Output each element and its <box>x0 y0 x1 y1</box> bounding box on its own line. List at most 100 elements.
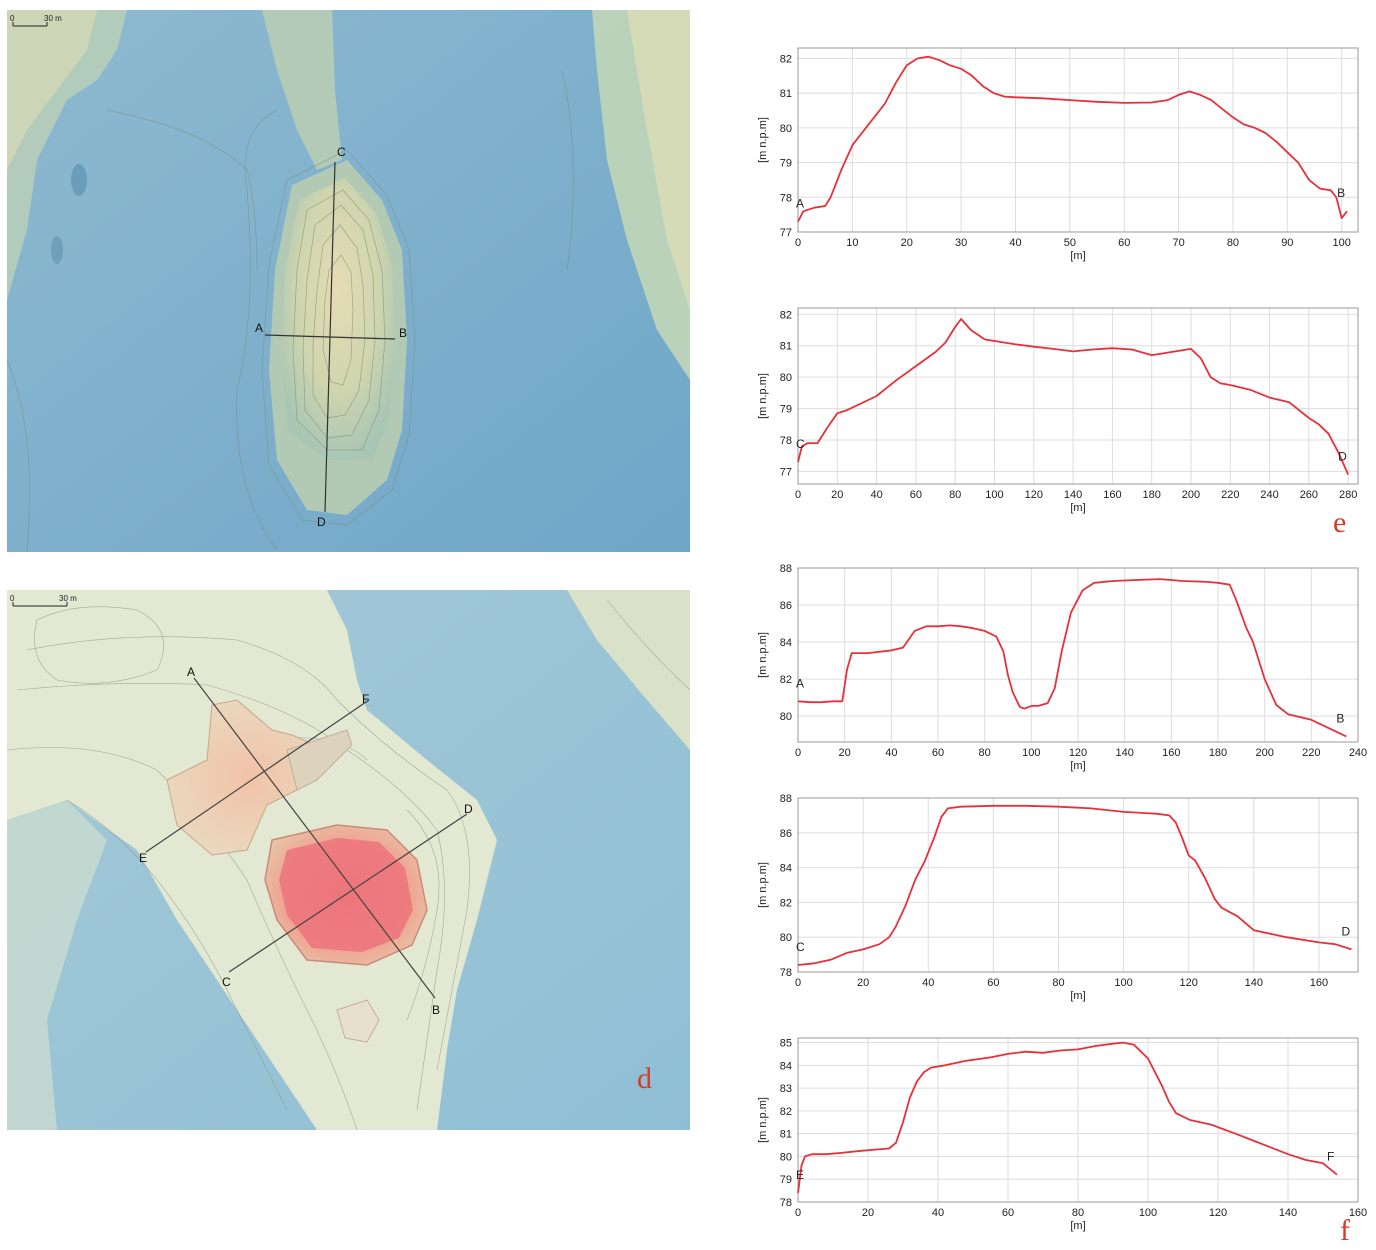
point-label-f: F <box>362 692 369 706</box>
x-tick-label: 0 <box>795 1207 801 1219</box>
left-shore <box>7 800 107 1130</box>
scale-zero: 0 <box>10 14 15 23</box>
profile-start-label: C <box>796 437 805 451</box>
x-tick-label: 80 <box>949 489 961 501</box>
profile-start-label: A <box>796 676 804 690</box>
x-tick-label: 140 <box>1245 977 1263 989</box>
plot-frame <box>797 797 1359 973</box>
contour-lines <box>7 69 574 552</box>
y-tick-label: 77 <box>780 466 792 478</box>
top-map-graphic: A B C D 0 30 m <box>7 10 690 552</box>
x-tick-label: 20 <box>901 237 913 249</box>
section-point-labels: A B C D E F <box>139 665 473 1017</box>
y-axis-label: [m n.p.m] <box>757 632 769 678</box>
north-strip <box>262 10 342 170</box>
x-tick-label: 80 <box>1227 237 1239 249</box>
y-tick-label: 82 <box>780 53 792 65</box>
x-tick-label: 10 <box>846 237 858 249</box>
figure-letter-d: d <box>637 1062 652 1095</box>
x-tick-label: 100 <box>985 489 1003 501</box>
plot-frame <box>797 567 1359 743</box>
top-site-map: A B C D 0 30 m <box>7 10 690 552</box>
plot-frame <box>797 307 1359 485</box>
y-tick-label: 77 <box>780 227 792 239</box>
x-tick-label: 140 <box>1064 489 1082 501</box>
x-tick-label: 120 <box>1209 1207 1227 1219</box>
x-tick-label: 240 <box>1349 747 1367 759</box>
plot-frame <box>797 1037 1359 1203</box>
y-tick-label: 86 <box>780 600 792 612</box>
x-tick-label: 120 <box>1180 977 1198 989</box>
scale-zero: 0 <box>10 594 15 603</box>
right-shore <box>567 590 690 750</box>
x-tick-label: 60 <box>1002 1207 1014 1219</box>
point-label-c: C <box>337 145 346 159</box>
profile-chart-svg: 0 20 40 60 80 100 120 140 160 180 200 220 240 260 280 7… <box>757 307 1359 514</box>
x-tick-label: 120 <box>1069 747 1087 759</box>
x-tick-label: 160 <box>1103 489 1121 501</box>
profile-end-label: D <box>1338 450 1347 464</box>
x-tick-label: 20 <box>839 747 851 759</box>
point-label-b: B <box>399 326 407 340</box>
scale-label: 30 m <box>44 14 62 23</box>
profile-end-label: B <box>1336 711 1344 725</box>
x-tick-label: 80 <box>1052 977 1064 989</box>
y-tick-label: 85 <box>780 1038 792 1050</box>
x-tick-label: 90 <box>1281 237 1293 249</box>
x-axis-label: [m] <box>1070 502 1085 514</box>
y-tick-label: 84 <box>780 1060 792 1072</box>
y-tick-label: 88 <box>780 563 792 575</box>
x-tick-label: 20 <box>857 977 869 989</box>
y-axis-label: [m n.p.m] <box>757 373 769 419</box>
y-tick-label: 80 <box>780 123 792 135</box>
profile-chart-svg: 0 20 40 60 80 100 120 140 160 78 80 82 84 86 88 [m] [m n… <box>757 793 1359 1002</box>
profile-end-label: B <box>1337 186 1345 200</box>
scale-bar: 0 30 m <box>10 594 77 607</box>
x-tick-label: 160 <box>1349 1207 1367 1219</box>
pond <box>51 236 63 264</box>
point-label-b: B <box>432 1003 440 1017</box>
y-tick-label: 80 <box>780 711 792 723</box>
x-tick-label: 240 <box>1260 489 1278 501</box>
point-label-a: A <box>255 321 263 335</box>
x-tick-label: 30 <box>955 237 967 249</box>
y-tick-label: 82 <box>780 1106 792 1118</box>
y-tick-label: 82 <box>780 897 792 909</box>
profile-chart-c-d-bottom: 0 20 40 60 80 100 120 140 160 78 80 82 84 86 88 [m] [m n… <box>738 790 1368 1010</box>
x-tick-label: 100 <box>1022 747 1040 759</box>
y-tick-label: 78 <box>780 1197 792 1209</box>
profile-start-label: C <box>796 940 805 954</box>
x-tick-label: 200 <box>1182 489 1200 501</box>
x-tick-label: 40 <box>1009 237 1021 249</box>
y-tick-label: 82 <box>780 674 792 686</box>
x-tick-label: 80 <box>1072 1207 1084 1219</box>
profile-chart-a-b: 0 10 20 30 40 50 60 70 80 90 100 77 78 79 80 81 82 [m] [m … <box>738 40 1368 270</box>
x-tick-label: 160 <box>1310 977 1328 989</box>
x-tick-label: 120 <box>1025 489 1043 501</box>
x-tick-label: 180 <box>1143 489 1161 501</box>
bottom-site-map: A B C D E F 0 30 m <box>7 590 690 1130</box>
profile-line <box>797 318 1350 475</box>
point-label-d: D <box>464 802 473 816</box>
x-axis-label: [m] <box>1070 760 1085 772</box>
y-tick-label: 79 <box>780 404 792 416</box>
y-tick-label: 80 <box>780 932 792 944</box>
y-tick-label: 81 <box>780 341 792 353</box>
small-mound <box>336 999 380 1043</box>
left-shore-high <box>7 10 97 170</box>
x-tick-label: 40 <box>922 977 934 989</box>
x-tick-label: 220 <box>1221 489 1239 501</box>
y-tick-label: 81 <box>780 88 792 100</box>
y-tick-label: 82 <box>780 309 792 321</box>
x-tick-label: 140 <box>1115 747 1133 759</box>
y-tick-label: 79 <box>780 1174 792 1186</box>
profile-end-label: D <box>1341 924 1350 938</box>
x-tick-label: 60 <box>987 977 999 989</box>
profile-chart-a-b-bottom: 0 20 40 60 80 100 120 140 160 180 200 220 240 80 82 84 8… <box>738 560 1368 780</box>
x-tick-label: 0 <box>795 747 801 759</box>
section-lines <box>145 677 468 999</box>
profile-line <box>797 1041 1338 1194</box>
x-axis-label: [m] <box>1070 990 1085 1002</box>
x-tick-label: 100 <box>1114 977 1132 989</box>
land-mass <box>7 590 497 1130</box>
